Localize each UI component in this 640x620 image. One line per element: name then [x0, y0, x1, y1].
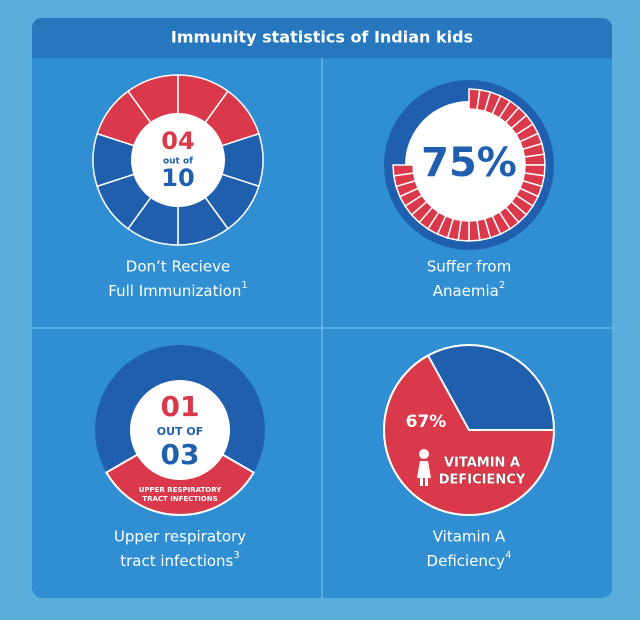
- inner-label: UPPER RESPIRATORY: [139, 486, 222, 494]
- inner-label: TRACT INFECTIONS: [142, 495, 217, 503]
- footnote-mark: 3: [233, 550, 239, 561]
- connector: out of: [163, 157, 193, 167]
- icon-head: [419, 449, 429, 459]
- ring-segment: [392, 164, 415, 177]
- caption-line: tract infections3: [120, 550, 240, 570]
- footnote-mark: 4: [505, 550, 511, 561]
- value: 67%: [406, 412, 447, 432]
- inner-label: DEFICIENCY: [439, 473, 526, 488]
- connector: OUT OF: [157, 425, 203, 438]
- footnote-mark: 1: [241, 280, 247, 291]
- center-disc: [131, 113, 225, 207]
- inner-label: VITAMIN A: [444, 456, 520, 471]
- caption-line: Vitamin A: [433, 528, 506, 546]
- caption-text: Anaemia: [433, 282, 499, 300]
- value: 04: [161, 127, 194, 155]
- header-bar: [32, 18, 612, 58]
- value: 01: [161, 390, 200, 423]
- footnote-mark: 2: [499, 280, 505, 291]
- caption-line: Don’t Recieve: [126, 258, 230, 276]
- value: 75%: [421, 140, 517, 186]
- caption-text: Full Immunization: [108, 282, 241, 300]
- person-icon: [417, 449, 431, 486]
- caption-line: Deficiency4: [427, 550, 512, 570]
- caption-line: Suffer from: [427, 258, 511, 276]
- caption-line: Anaemia2: [433, 280, 506, 300]
- total: 03: [161, 438, 200, 471]
- title: Immunity statistics of Indian kids: [171, 28, 473, 47]
- caption-text: tract infections: [120, 552, 233, 570]
- center-disc: [130, 380, 230, 480]
- total: 10: [161, 164, 194, 192]
- icon-body: [417, 461, 431, 486]
- caption-line: Full Immunization1: [108, 280, 247, 300]
- center-disc: [415, 111, 523, 219]
- caption-text: Deficiency: [427, 552, 506, 570]
- caption-line: Upper respiratory: [114, 528, 246, 546]
